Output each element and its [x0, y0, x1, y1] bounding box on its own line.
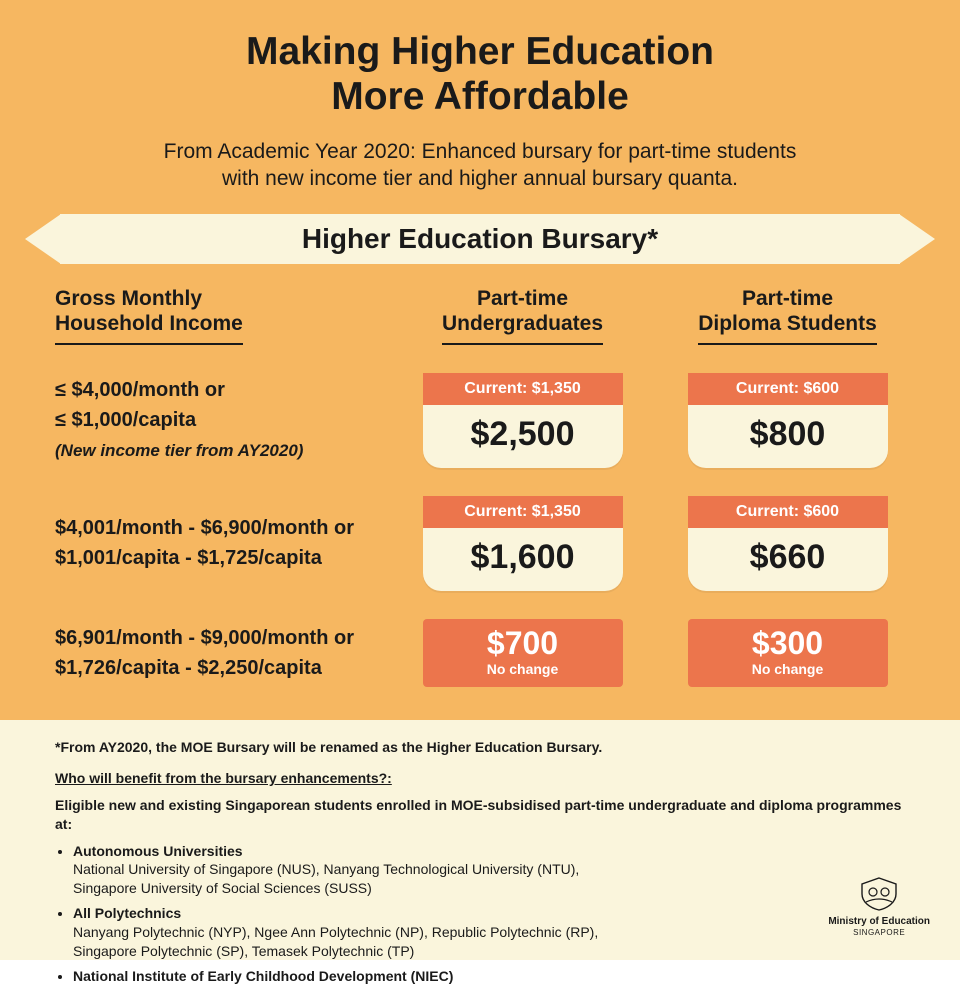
- top-panel: Making Higher Education More Affordable …: [0, 0, 960, 720]
- header-undergrad-wrap: Part-time Undergraduates: [405, 286, 640, 344]
- banner-notch-left: [25, 214, 61, 264]
- tier-3-label: $6,901/month - $9,000/month or $1,726/ca…: [55, 623, 375, 683]
- tier-1-label: ≤ $4,000/month or ≤ $1,000/capita (New i…: [55, 375, 375, 465]
- tier-3-diploma-pill: $300 No change: [688, 619, 888, 687]
- title-line-1: Making Higher Education: [246, 30, 714, 73]
- main-title: Making Higher Education More Affordable: [55, 30, 905, 120]
- logo-line-2: SINGAPORE: [828, 928, 930, 938]
- footnote: *From AY2020, the MOE Bursary will be re…: [55, 738, 905, 757]
- tier-2-dp-current: Current: $600: [688, 496, 888, 528]
- section-banner: Higher Education Bursary*: [25, 214, 935, 264]
- tier-3-dp-note: No change: [688, 661, 888, 677]
- tier-1-ug-current: Current: $1,350: [423, 373, 623, 405]
- tier-2-ug-value: $1,600: [423, 528, 623, 591]
- tier-1-diploma-card: Current: $600 $800: [688, 373, 888, 468]
- benefit-lead: Eligible new and existing Singaporean st…: [55, 796, 905, 834]
- logo-line-1: Ministry of Education: [828, 916, 930, 928]
- bottom-panel: *From AY2020, the MOE Bursary will be re…: [0, 720, 960, 960]
- header-diploma: Part-time Diploma Students: [698, 286, 877, 344]
- institution-item: Autonomous Universities National Univers…: [73, 842, 905, 899]
- institution-item: All Polytechnics Nanyang Polytechnic (NY…: [73, 904, 905, 961]
- tier-1-ug-value: $2,500: [423, 405, 623, 468]
- tier-2-undergrad-card: Current: $1,350 $1,600: [423, 496, 623, 591]
- tier-1-undergrad-card: Current: $1,350 $2,500: [423, 373, 623, 468]
- tier-1-dp-current: Current: $600: [688, 373, 888, 405]
- institution-list: Autonomous Universities National Univers…: [55, 842, 905, 986]
- crest-icon: [856, 876, 902, 912]
- moe-logo: Ministry of Education SINGAPORE: [828, 876, 930, 938]
- subtitle-line-1: From Academic Year 2020: Enhanced bursar…: [164, 140, 797, 163]
- tier-2-diploma-card: Current: $600 $660: [688, 496, 888, 591]
- benefit-question: Who will benefit from the bursary enhanc…: [55, 769, 905, 788]
- tier-2-label: $4,001/month - $6,900/month or $1,001/ca…: [55, 513, 375, 573]
- tier-2-dp-value: $660: [688, 528, 888, 591]
- tier-3-dp-value: $300: [688, 627, 888, 659]
- subtitle: From Academic Year 2020: Enhanced bursar…: [55, 138, 905, 193]
- tier-3-undergrad-pill: $700 No change: [423, 619, 623, 687]
- title-line-2: More Affordable: [331, 75, 629, 118]
- tier-3-ug-value: $700: [423, 627, 623, 659]
- subtitle-line-2: with new income tier and higher annual b…: [222, 167, 738, 190]
- institution-item: National Institute of Early Childhood De…: [73, 967, 905, 986]
- tier-3-ug-note: No change: [423, 661, 623, 677]
- bursary-grid: Gross Monthly Household Income Part-time…: [55, 286, 905, 686]
- header-diploma-wrap: Part-time Diploma Students: [670, 286, 905, 344]
- header-income-wrap: Gross Monthly Household Income: [55, 286, 375, 344]
- header-income: Gross Monthly Household Income: [55, 286, 243, 344]
- tier-1-dp-value: $800: [688, 405, 888, 468]
- tier-2-ug-current: Current: $1,350: [423, 496, 623, 528]
- banner-label: Higher Education Bursary*: [60, 214, 900, 264]
- banner-notch-right: [899, 214, 935, 264]
- header-undergrad: Part-time Undergraduates: [442, 286, 603, 344]
